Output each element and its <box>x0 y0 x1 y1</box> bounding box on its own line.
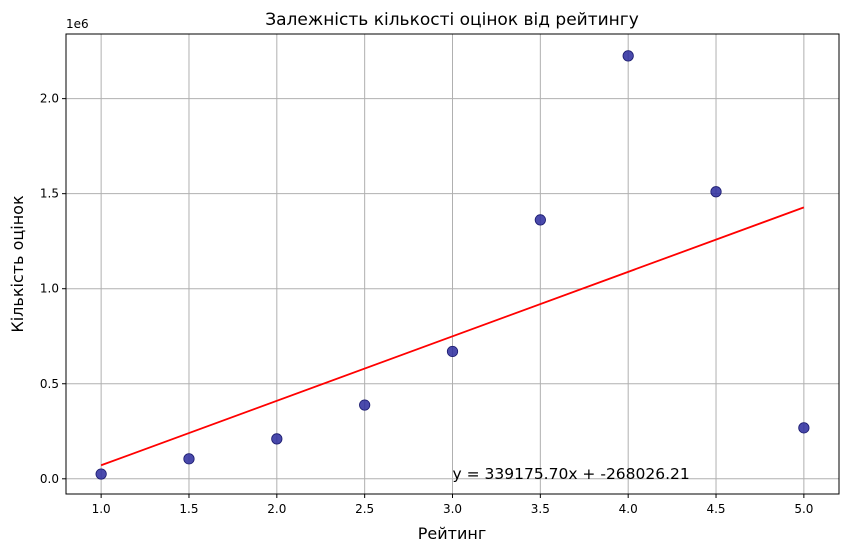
x-tick-label: 2.5 <box>355 502 374 516</box>
x-tick-label: 4.0 <box>619 502 638 516</box>
grid <box>66 34 839 494</box>
y-tick-label: 0.0 <box>40 472 59 486</box>
x-tick-label: 1.0 <box>92 502 111 516</box>
x-tick-label: 3.0 <box>443 502 462 516</box>
data-point <box>359 399 371 411</box>
regression-line-group <box>100 206 805 467</box>
y-tick-label: 2.0 <box>40 92 59 106</box>
y-tick-label: 1.0 <box>40 282 59 296</box>
data-point <box>622 50 634 62</box>
x-tick-label: 2.0 <box>267 502 286 516</box>
x-tick-label: 5.0 <box>794 502 813 516</box>
data-point <box>446 345 459 358</box>
y-tick-label: 0.5 <box>40 377 59 391</box>
x-axis-ticks: 1.0 1.5 2.0 2.5 3.0 3.5 4.0 4.5 5.0 <box>92 494 813 516</box>
y-axis-label: Кількість оцінок <box>8 195 27 333</box>
y-tick-label: 1.5 <box>40 187 59 201</box>
regression-equation: y = 339175.70x + -268026.21 <box>453 465 690 483</box>
x-tick-label: 3.5 <box>531 502 550 516</box>
data-point <box>710 186 722 198</box>
x-tick-label: 4.5 <box>706 502 725 516</box>
data-point <box>95 468 107 480</box>
data-point <box>798 422 810 434</box>
y-axis-ticks: 0.0 0.5 1.0 1.5 2.0 <box>40 92 66 486</box>
x-tick-label: 1.5 <box>179 502 198 516</box>
regression-line <box>100 206 805 467</box>
data-point <box>271 433 283 445</box>
y-offset-label: 1e6 <box>66 17 89 31</box>
data-points <box>95 50 810 480</box>
x-axis-label: Рейтинг <box>418 524 486 543</box>
chart-title: Залежність кількості оцінок від рейтингу <box>265 10 639 30</box>
data-point <box>534 214 546 226</box>
data-point <box>183 453 195 465</box>
